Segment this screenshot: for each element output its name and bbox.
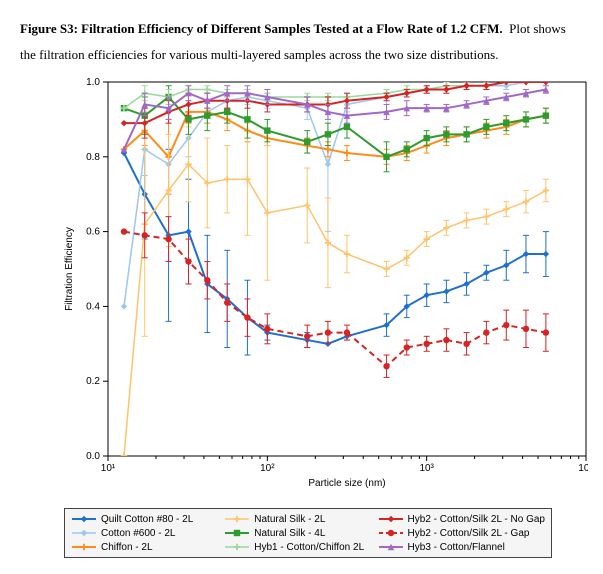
svg-text:10¹: 10¹ [101,463,116,474]
svg-text:10³: 10³ [419,463,434,474]
svg-text:0.8: 0.8 [86,152,100,163]
legend-item: Hyb1 - Cotton/Chiffon 2L [224,541,369,553]
svg-text:0.0: 0.0 [86,451,100,462]
legend-item: Hyb2 - Cotton/Silk 2L - Gap [378,527,545,539]
legend-label: Hyb1 - Cotton/Chiffon 2L [254,542,364,553]
legend-item: Quilt Cotton #80 - 2L [71,513,216,525]
legend-label: Natural Silk - 4L [254,528,325,539]
svg-text:Filtration Efficiency: Filtration Efficiency [64,227,75,311]
legend-label: Quilt Cotton #80 - 2L [101,514,193,525]
svg-text:Particle size (nm): Particle size (nm) [308,478,385,489]
legend-swatch [378,527,404,539]
svg-text:10⁴: 10⁴ [578,463,588,474]
legend-item: Cotton #600 - 2L [71,527,216,539]
legend-swatch [71,541,97,553]
legend-item: Hyb3 - Cotton/Flannel [378,541,545,553]
legend-swatch [224,541,250,553]
filtration-chart: 0.0 0.2 0.4 0.6 0.8 1.0 10¹ 10² 10³ 10⁴ Particle s… [54,78,588,508]
legend-swatch [71,513,97,525]
legend-swatch [71,527,97,539]
legend-label: Chiffon - 2L [101,542,153,553]
svg-text:10²: 10² [260,463,275,474]
svg-text:1.0: 1.0 [86,78,100,88]
legend-label: Hyb2 - Cotton/Silk 2L - Gap [408,528,530,539]
svg-text:0.6: 0.6 [86,227,100,238]
legend-label: Cotton #600 - 2L [101,528,176,539]
legend-item: Chiffon - 2L [71,541,216,553]
legend-item: Hyb2 - Cotton/Silk 2L - No Gap [378,513,545,525]
chart-legend: Quilt Cotton #80 - 2L Natural Silk - 2L Hy… [64,508,552,558]
svg-text:0.4: 0.4 [86,301,100,312]
legend-swatch [224,513,250,525]
svg-text:0.2: 0.2 [86,376,100,387]
figure-label: Figure S3: Filtration Efficiency of Diff… [20,21,503,36]
legend-label: Hyb2 - Cotton/Silk 2L - No Gap [408,514,545,525]
legend-label: Natural Silk - 2L [254,514,325,525]
legend-swatch [378,513,404,525]
legend-item: Natural Silk - 4L [224,527,369,539]
legend-swatch [224,527,250,539]
legend-swatch [378,541,404,553]
legend-item: Natural Silk - 2L [224,513,369,525]
legend-label: Hyb3 - Cotton/Flannel [408,542,505,553]
figure-caption: Figure S3: Filtration Efficiency of Diff… [20,16,583,68]
